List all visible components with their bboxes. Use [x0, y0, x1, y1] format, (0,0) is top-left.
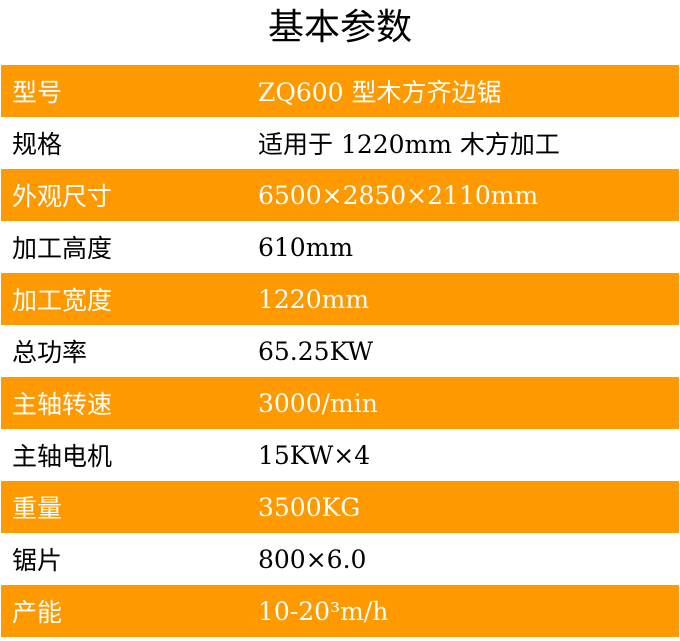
param-label: 重量 — [12, 494, 63, 523]
param-value: 10-20³m/h — [258, 596, 389, 626]
table-row: 主轴转速 3000/min — [1, 377, 679, 429]
param-label: 锯片 — [12, 546, 63, 575]
table-row: 加工宽度 1220mm — [1, 273, 679, 325]
param-label: 总功率 — [12, 338, 88, 367]
param-label: 外观尺寸 — [12, 182, 113, 211]
param-label: 主轴转速 — [12, 390, 113, 419]
param-value: 1220mm — [258, 284, 370, 314]
table-row: 重量 3500KG — [1, 481, 679, 533]
table-row: 型号 ZQ600 型木方齐边锯 — [1, 65, 679, 117]
param-label: 型号 — [12, 78, 63, 107]
param-value: 6500×2850×2110mm — [258, 180, 539, 210]
parameters-table: 型号 ZQ600 型木方齐边锯规格 适用于 1220mm 木方加工外观尺寸 6500×… — [1, 65, 679, 637]
param-value: 3500KG — [258, 492, 361, 522]
table-row: 规格 适用于 1220mm 木方加工 — [1, 117, 679, 169]
param-value: 3000/min — [258, 388, 378, 418]
param-label: 加工宽度 — [12, 286, 113, 315]
table-row: 产能 10-20³m/h — [1, 585, 679, 637]
param-value: 65.25KW — [258, 336, 374, 366]
table-row: 总功率 65.25KW — [1, 325, 679, 377]
param-label: 规格 — [12, 130, 63, 159]
param-value: ZQ600 型木方齐边锯 — [258, 78, 502, 107]
param-value: 800×6.0 — [258, 544, 367, 574]
param-value: 15KW×4 — [258, 440, 371, 470]
page-title: 基本参数 — [267, 7, 412, 48]
param-label: 主轴电机 — [12, 442, 113, 471]
table-row: 锯片 800×6.0 — [1, 533, 679, 585]
param-value: 610mm — [258, 232, 354, 262]
table-row: 加工高度 610mm — [1, 221, 679, 273]
param-value: 适用于 1220mm 木方加工 — [258, 130, 560, 159]
table-row: 主轴电机 15KW×4 — [1, 429, 679, 481]
param-label: 加工高度 — [12, 234, 113, 263]
param-label: 产能 — [12, 598, 63, 627]
table-row: 外观尺寸 6500×2850×2110mm — [1, 169, 679, 221]
